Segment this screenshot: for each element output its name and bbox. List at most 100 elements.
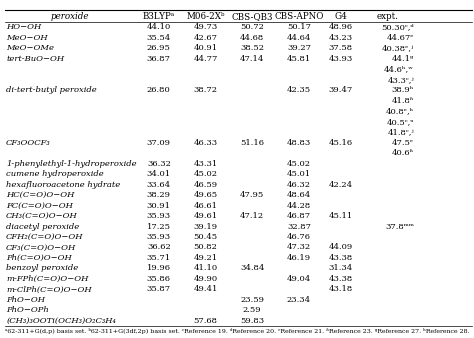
- Text: 40.38ᵉ,ʲ: 40.38ᵉ,ʲ: [382, 44, 414, 52]
- Text: 39.19: 39.19: [193, 222, 218, 231]
- Text: 30.91: 30.91: [147, 201, 171, 210]
- Text: 38.29: 38.29: [147, 191, 171, 199]
- Text: 38.72: 38.72: [193, 86, 218, 94]
- Text: 49.73: 49.73: [193, 23, 218, 31]
- Text: 45.16: 45.16: [329, 139, 353, 147]
- Text: (CH₃)₃OOTi(OCH₃)O₂C₃H₄: (CH₃)₃OOTi(OCH₃)O₂C₃H₄: [6, 317, 116, 325]
- Text: 34.01: 34.01: [147, 170, 171, 178]
- Text: 26.80: 26.80: [147, 86, 171, 94]
- Text: 37.09: 37.09: [147, 139, 171, 147]
- Text: benzoyl peroxide: benzoyl peroxide: [6, 264, 78, 272]
- Text: 17.25: 17.25: [147, 222, 171, 231]
- Text: 47.14: 47.14: [240, 55, 264, 63]
- Text: 40.8ᵉ,ʰ: 40.8ᵉ,ʰ: [386, 107, 414, 115]
- Text: CF₃OOCF₃: CF₃OOCF₃: [6, 139, 51, 147]
- Text: 42.24: 42.24: [329, 180, 353, 189]
- Text: 38.52: 38.52: [240, 44, 264, 52]
- Text: MeO−OH: MeO−OH: [6, 34, 48, 42]
- Text: 40.5ᶜ,ᵊ: 40.5ᶜ,ᵊ: [387, 118, 414, 126]
- Text: FC(C=O)O−OH: FC(C=O)O−OH: [6, 201, 73, 210]
- Text: 50.72: 50.72: [240, 23, 264, 31]
- Text: 43.93: 43.93: [329, 55, 353, 63]
- Text: 59.83: 59.83: [240, 317, 264, 325]
- Text: 19.96: 19.96: [147, 264, 171, 272]
- Text: 57.68: 57.68: [193, 317, 218, 325]
- Text: HC(C=O)O−OH: HC(C=O)O−OH: [6, 191, 74, 199]
- Text: 44.68: 44.68: [240, 34, 264, 42]
- Text: 46.87: 46.87: [287, 212, 311, 220]
- Text: 43.31: 43.31: [193, 160, 218, 168]
- Text: 38.9ʰ: 38.9ʰ: [392, 86, 414, 94]
- Text: 43.38: 43.38: [329, 254, 353, 262]
- Text: 36.32: 36.32: [147, 160, 171, 168]
- Text: 45.02: 45.02: [287, 160, 311, 168]
- Text: 43.23: 43.23: [329, 34, 353, 42]
- Text: G4: G4: [335, 12, 347, 21]
- Text: 42.67: 42.67: [193, 34, 218, 42]
- Text: CFH₂(C=O)O−OH: CFH₂(C=O)O−OH: [6, 233, 84, 241]
- Text: 33.64: 33.64: [147, 180, 171, 189]
- Text: CBS-QB3: CBS-QB3: [231, 12, 273, 21]
- Text: PhO−OPh: PhO−OPh: [6, 306, 49, 314]
- Text: 50.17: 50.17: [287, 23, 311, 31]
- Text: 45.81: 45.81: [287, 55, 311, 63]
- Text: 31.34: 31.34: [329, 264, 353, 272]
- Text: hexafluoroacetone hydrate: hexafluoroacetone hydrate: [6, 180, 120, 189]
- Text: 47.95: 47.95: [240, 191, 264, 199]
- Text: 23.59: 23.59: [240, 296, 264, 304]
- Text: 49.61: 49.61: [193, 212, 218, 220]
- Text: cumene hydroperoxide: cumene hydroperoxide: [6, 170, 104, 178]
- Text: MeO−OMe: MeO−OMe: [6, 44, 54, 52]
- Text: 43.3ᶜ,ʲ: 43.3ᶜ,ʲ: [388, 76, 414, 84]
- Text: 45.01: 45.01: [287, 170, 311, 178]
- Text: 37.8ᵐᵐ: 37.8ᵐᵐ: [385, 222, 414, 231]
- Text: 35.93: 35.93: [147, 212, 171, 220]
- Text: 40.6ʱ: 40.6ʱ: [392, 149, 414, 157]
- Text: 1-phenylethyl-1-hydroperoxide: 1-phenylethyl-1-hydroperoxide: [6, 160, 137, 168]
- Text: 46.19: 46.19: [287, 254, 311, 262]
- Text: 46.59: 46.59: [193, 180, 218, 189]
- Text: 35.93: 35.93: [147, 233, 171, 241]
- Text: di-tert-butyl peroxide: di-tert-butyl peroxide: [6, 86, 97, 94]
- Text: 39.27: 39.27: [287, 44, 311, 52]
- Text: 36.62: 36.62: [147, 243, 171, 251]
- Text: 37.58: 37.58: [329, 44, 353, 52]
- Text: 48.96: 48.96: [329, 23, 353, 31]
- Text: 46.76: 46.76: [287, 233, 311, 241]
- Text: 44.10: 44.10: [146, 23, 171, 31]
- Text: 50.82: 50.82: [193, 243, 218, 251]
- Text: 35.87: 35.87: [147, 285, 171, 293]
- Text: PhO−OH: PhO−OH: [6, 296, 45, 304]
- Text: 44.09: 44.09: [329, 243, 353, 251]
- Text: 49.90: 49.90: [193, 275, 218, 283]
- Text: 23.34: 23.34: [287, 296, 311, 304]
- Text: 32.87: 32.87: [287, 222, 311, 231]
- Text: 39.47: 39.47: [329, 86, 353, 94]
- Text: CH₃(C=O)O−OH: CH₃(C=O)O−OH: [6, 212, 78, 220]
- Text: 49.04: 49.04: [287, 275, 311, 283]
- Text: 2.59: 2.59: [243, 306, 262, 314]
- Text: 49.65: 49.65: [193, 191, 218, 199]
- Text: 48.83: 48.83: [287, 139, 311, 147]
- Text: 44.77: 44.77: [193, 55, 218, 63]
- Text: 49.41: 49.41: [193, 285, 218, 293]
- Text: 43.18: 43.18: [329, 285, 353, 293]
- Text: M06-2Xᵇ: M06-2Xᵇ: [186, 12, 225, 21]
- Text: 47.12: 47.12: [240, 212, 264, 220]
- Text: 35.54: 35.54: [146, 34, 171, 42]
- Text: 49.21: 49.21: [193, 254, 218, 262]
- Text: 44.67ᵉ: 44.67ᵉ: [387, 34, 414, 42]
- Text: 35.71: 35.71: [147, 254, 171, 262]
- Text: 48.64: 48.64: [287, 191, 311, 199]
- Text: HO−OH: HO−OH: [6, 23, 41, 31]
- Text: 41.10: 41.10: [193, 264, 218, 272]
- Text: 44.1ᵍ: 44.1ᵍ: [392, 55, 414, 63]
- Text: peroxide: peroxide: [51, 12, 90, 21]
- Text: diacetyl peroxide: diacetyl peroxide: [6, 222, 80, 231]
- Text: 40.91: 40.91: [193, 44, 218, 52]
- Text: tert-BuO−OH: tert-BuO−OH: [6, 55, 64, 63]
- Text: 44.6ʰ,ʷ: 44.6ʰ,ʷ: [384, 65, 414, 73]
- Text: Ph(C=O)O−OH: Ph(C=O)O−OH: [6, 254, 72, 262]
- Text: 46.32: 46.32: [287, 180, 311, 189]
- Text: 51.16: 51.16: [240, 139, 264, 147]
